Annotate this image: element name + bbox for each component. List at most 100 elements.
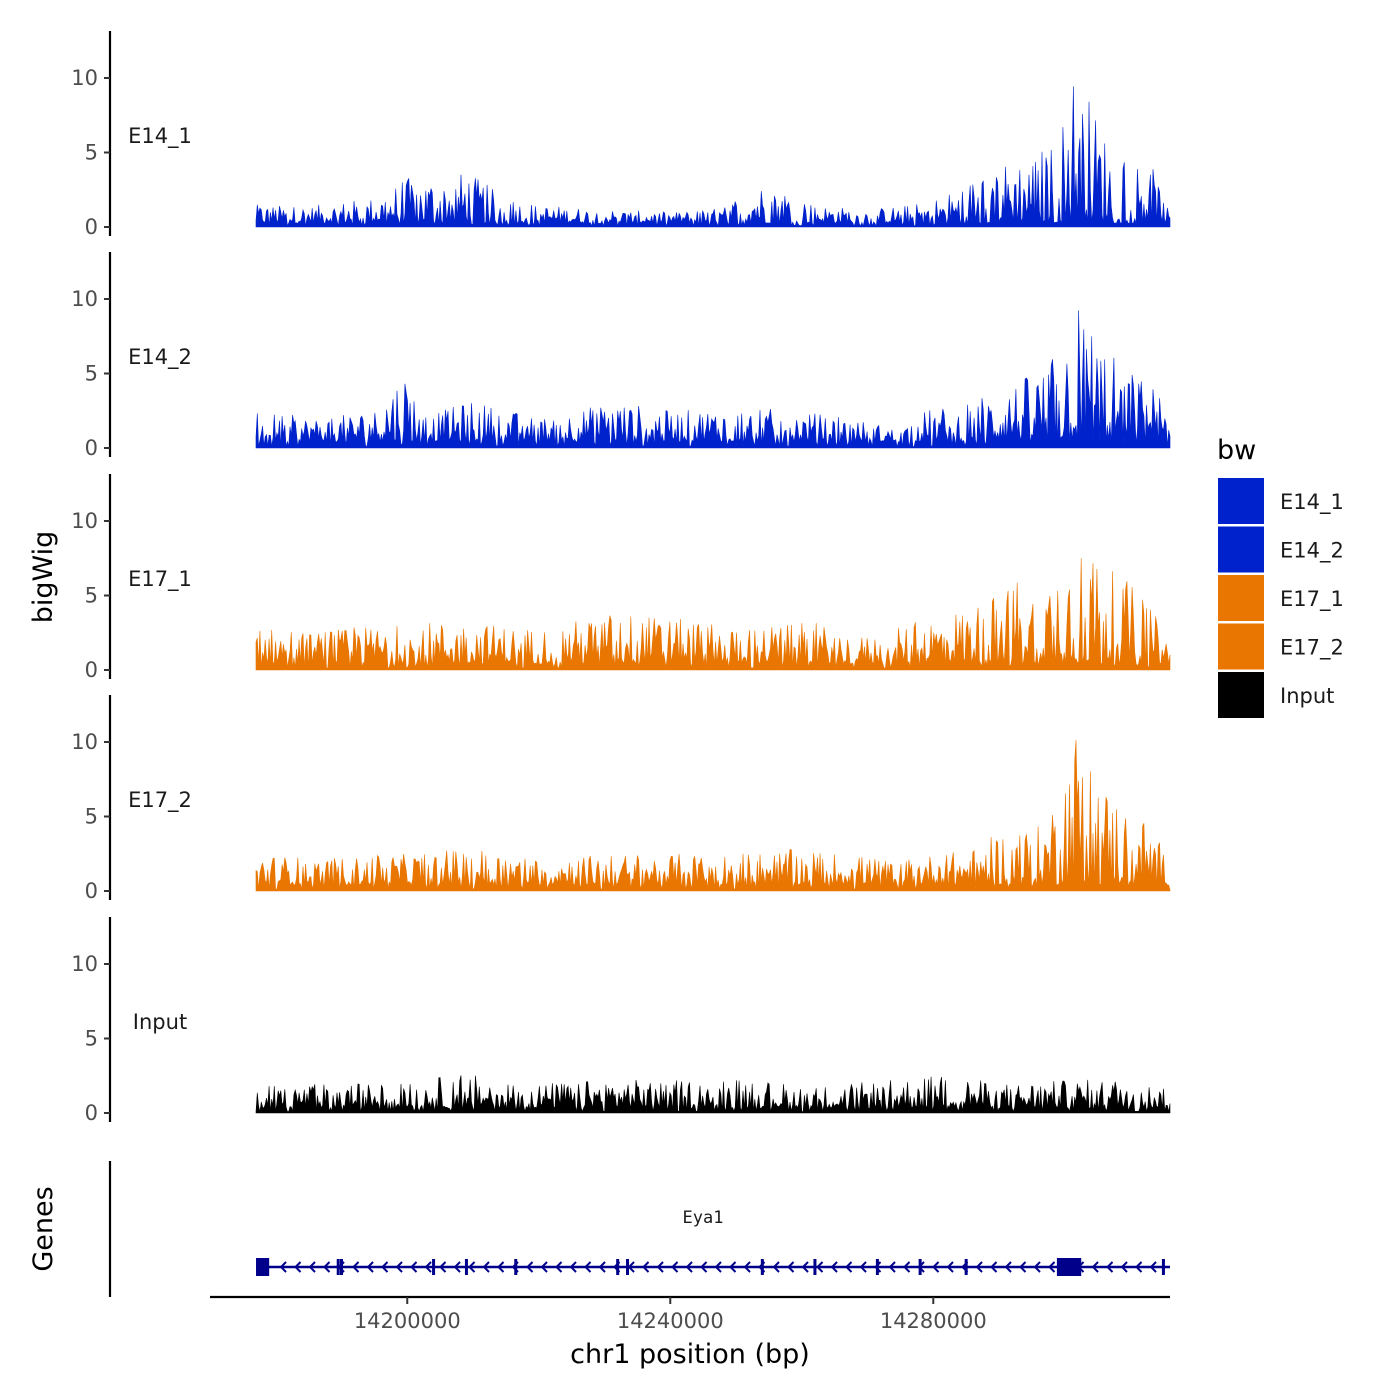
legend-swatch xyxy=(1218,575,1264,621)
strand-arrow xyxy=(801,1261,809,1273)
strand-arrow xyxy=(598,1261,606,1273)
strand-arrow xyxy=(540,1261,548,1273)
strand-arrow xyxy=(787,1261,795,1273)
strand-arrow xyxy=(323,1261,331,1273)
strand-arrow xyxy=(816,1261,824,1273)
exon xyxy=(1161,1259,1165,1275)
legend-label: E14_2 xyxy=(1280,539,1344,564)
strand-arrow xyxy=(482,1261,490,1273)
y-tick-label: 0 xyxy=(85,1101,98,1125)
y-tick-label: 5 xyxy=(85,1027,98,1051)
strand-arrow xyxy=(946,1261,954,1273)
y-tick-label: 10 xyxy=(71,730,98,754)
x-tick-label: 14240000 xyxy=(617,1309,724,1333)
exon xyxy=(875,1259,879,1275)
strand-arrow xyxy=(279,1261,287,1273)
exon xyxy=(336,1259,340,1275)
strand-arrow xyxy=(468,1261,476,1273)
track-e17-2: 0 5 10 E17_2 xyxy=(71,695,1171,903)
exon xyxy=(760,1259,764,1275)
strand-arrow xyxy=(903,1261,911,1273)
strand-arrow xyxy=(308,1261,316,1273)
track-label: E17_2 xyxy=(128,788,192,813)
signal-area xyxy=(255,558,1171,671)
legend-title: bw xyxy=(1217,435,1256,466)
gene-model: Eya1 xyxy=(256,1208,1170,1276)
signal-area xyxy=(255,1075,1171,1114)
strand-arrow xyxy=(888,1261,896,1273)
track-input: 0 5 10 Input xyxy=(71,917,1171,1125)
strand-arrow xyxy=(671,1261,679,1273)
exon xyxy=(964,1259,968,1275)
gene-label: Eya1 xyxy=(683,1208,724,1228)
exon xyxy=(340,1259,344,1275)
strand-arrow xyxy=(1033,1261,1041,1273)
strand-arrow xyxy=(700,1261,708,1273)
legend-swatch xyxy=(1218,526,1264,573)
legend-swatch xyxy=(1218,623,1264,670)
track-e14-1: 0 5 10 E14_1 xyxy=(71,31,1171,239)
strand-arrow xyxy=(453,1261,461,1273)
legend: bw E14_1 E14_2 E17_1 E17_2 Input xyxy=(1217,435,1344,718)
strand-arrow xyxy=(729,1261,737,1273)
strand-arrow xyxy=(743,1261,751,1273)
strand-arrow xyxy=(975,1261,983,1273)
strand-arrow xyxy=(642,1261,650,1273)
exon xyxy=(813,1259,817,1275)
y-tick-label: 10 xyxy=(71,66,98,90)
y-tick-label: 10 xyxy=(71,952,98,976)
strand-arrow xyxy=(772,1261,780,1273)
signal-area xyxy=(255,310,1171,449)
legend-swatch xyxy=(1218,478,1264,524)
strand-arrow xyxy=(1120,1261,1128,1273)
strand-arrow xyxy=(569,1261,577,1273)
strand-arrow xyxy=(294,1261,302,1273)
strand-arrow xyxy=(1004,1261,1012,1273)
strand-arrow xyxy=(1091,1261,1099,1273)
y-tick-label: 10 xyxy=(71,509,98,533)
signal-area xyxy=(255,740,1171,892)
legend-label: E14_1 xyxy=(1280,490,1344,515)
track-label: E14_1 xyxy=(128,124,192,149)
y-axis-title: bigWig xyxy=(28,531,59,624)
legend-label: E17_1 xyxy=(1280,587,1344,612)
x-tick-label: 14280000 xyxy=(880,1309,987,1333)
y-tick-label: 0 xyxy=(85,879,98,903)
exon xyxy=(464,1259,468,1275)
track-label: E17_1 xyxy=(128,567,192,592)
x-axis-title: chr1 position (bp) xyxy=(570,1339,810,1370)
track-e17-1: 0 5 10 E17_1 xyxy=(71,474,1171,682)
track-label: E14_2 xyxy=(128,345,192,370)
y-tick-label: 0 xyxy=(85,436,98,460)
legend-label: Input xyxy=(1280,684,1334,708)
strand-arrow xyxy=(1106,1261,1114,1273)
y-tick-label: 10 xyxy=(71,287,98,311)
strand-arrow xyxy=(395,1261,403,1273)
strand-arrow xyxy=(845,1261,853,1273)
strand-arrow xyxy=(584,1261,592,1273)
track-panels: 0 5 10 E14_1 0 5 10 E14_2 0 5 10 E17_1 0 5 10 E17_2 0 5 10… xyxy=(71,31,1171,1125)
exon xyxy=(918,1259,922,1275)
strand-arrow xyxy=(381,1261,389,1273)
exon xyxy=(514,1259,518,1275)
exon xyxy=(432,1259,436,1275)
y-tick-label: 5 xyxy=(85,362,98,386)
strand-arrow xyxy=(424,1261,432,1273)
y-tick-label: 5 xyxy=(85,141,98,165)
strand-arrow xyxy=(656,1261,664,1273)
strand-arrow xyxy=(932,1261,940,1273)
strand-arrow xyxy=(439,1261,447,1273)
strand-arrow xyxy=(366,1261,374,1273)
strand-arrow xyxy=(352,1261,360,1273)
x-tick-label: 14200000 xyxy=(354,1309,461,1333)
strand-arrow xyxy=(410,1261,418,1273)
strand-arrow xyxy=(1149,1261,1157,1273)
x-axis: 14200000 14240000 14280000 xyxy=(210,1295,1170,1333)
y-tick-label: 5 xyxy=(85,584,98,608)
strand-arrow xyxy=(1135,1261,1143,1273)
strand-arrow xyxy=(859,1261,867,1273)
y-tick-label: 0 xyxy=(85,215,98,239)
legend-label: E17_2 xyxy=(1280,636,1344,661)
exon-block xyxy=(256,1258,270,1276)
